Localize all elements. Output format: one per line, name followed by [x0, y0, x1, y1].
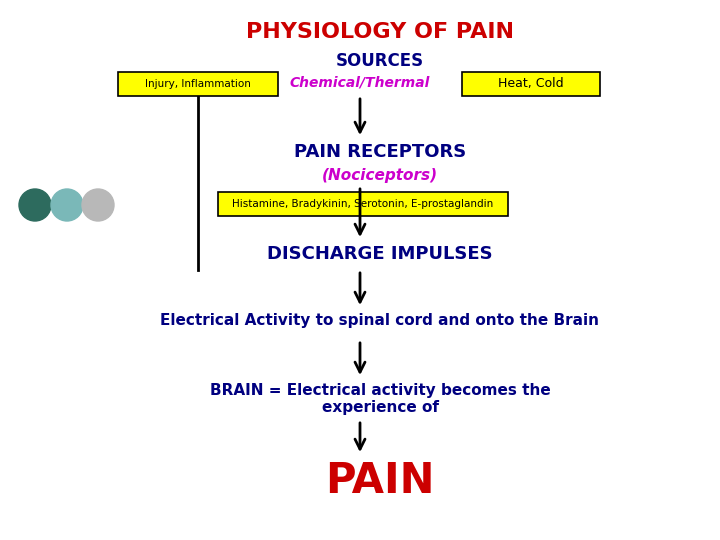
- Text: Heat, Cold: Heat, Cold: [498, 78, 564, 91]
- FancyBboxPatch shape: [218, 192, 508, 216]
- Text: Electrical Activity to spinal cord and onto the Brain: Electrical Activity to spinal cord and o…: [161, 313, 600, 328]
- Text: BRAIN = Electrical activity becomes the
experience of: BRAIN = Electrical activity becomes the …: [210, 383, 550, 415]
- Text: (Nociceptors): (Nociceptors): [322, 168, 438, 183]
- Circle shape: [51, 189, 83, 221]
- FancyBboxPatch shape: [462, 72, 600, 96]
- Text: Injury, Inflammation: Injury, Inflammation: [145, 79, 251, 89]
- Text: PAIN: PAIN: [325, 460, 435, 502]
- Text: Histamine, Bradykinin, Serotonin, E-prostaglandin: Histamine, Bradykinin, Serotonin, E-pros…: [233, 199, 494, 209]
- Text: DISCHARGE IMPULSES: DISCHARGE IMPULSES: [267, 245, 492, 263]
- Text: Chemical/Thermal: Chemical/Thermal: [290, 75, 430, 89]
- Text: SOURCES: SOURCES: [336, 52, 424, 70]
- Text: PAIN RECEPTORS: PAIN RECEPTORS: [294, 143, 466, 161]
- Circle shape: [82, 189, 114, 221]
- FancyBboxPatch shape: [118, 72, 278, 96]
- Text: PHYSIOLOGY OF PAIN: PHYSIOLOGY OF PAIN: [246, 22, 514, 42]
- Circle shape: [19, 189, 51, 221]
